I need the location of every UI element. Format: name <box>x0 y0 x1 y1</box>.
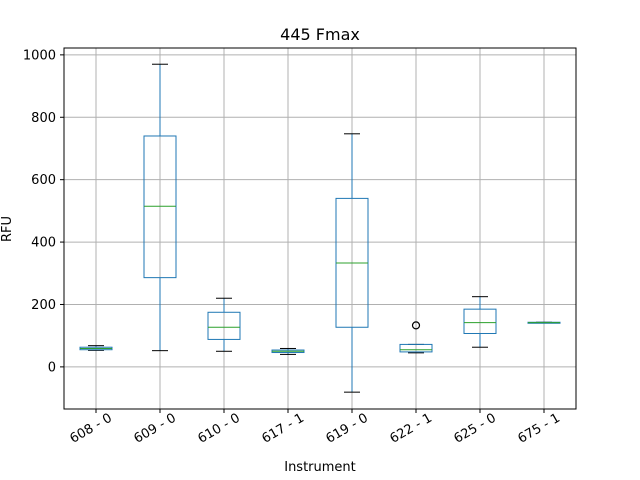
box-group-4 <box>335 133 369 393</box>
x-tick-label-1: 609 - 0 <box>131 411 178 447</box>
box-group-6 <box>463 296 497 348</box>
box-group-3 <box>271 347 305 355</box>
y-tick-label-4: 800 <box>31 111 56 126</box>
chart-title: 445 Fmax <box>280 25 360 44</box>
flier-5-0 <box>411 321 421 330</box>
axes-frame <box>63 47 577 410</box>
x-tick-label-6: 625 - 0 <box>451 411 498 447</box>
y-tick-label-3: 600 <box>31 173 56 188</box>
x-tick-label-7: 675 - 1 <box>515 411 562 447</box>
x-tick-label-3: 617 - 1 <box>259 411 306 447</box>
x-tick-label-5: 622 - 1 <box>387 411 434 447</box>
box-1 <box>143 135 177 279</box>
box-group-0 <box>79 345 113 351</box>
box-plot-marks <box>79 63 561 393</box>
y-tick-label-0: 0 <box>48 360 56 375</box>
y-tick-label-5: 1000 <box>23 48 56 63</box>
box-group-5 <box>399 321 433 354</box>
box-group-1 <box>143 63 177 352</box>
y-tick-label-2: 400 <box>31 236 56 251</box>
box-2 <box>207 311 241 340</box>
box-group-2 <box>207 297 241 352</box>
x-tick-label-0: 608 - 0 <box>67 411 114 447</box>
box-5 <box>399 343 433 353</box>
x-tick-label-4: 619 - 0 <box>323 411 370 447</box>
axis-ticks: 0 200 400 600 800 1000 608 - 0 609 - 0 610 - 0 61… <box>23 48 563 446</box>
y-tick-label-1: 200 <box>31 298 56 313</box>
grid-lines <box>64 48 576 409</box>
box-6 <box>463 308 497 334</box>
x-axis-label: Instrument <box>284 460 356 475</box>
y-axis-label: RFU <box>0 216 15 242</box>
x-tick-label-2: 610 - 0 <box>195 411 242 447</box>
box-group-7 <box>527 321 561 324</box>
